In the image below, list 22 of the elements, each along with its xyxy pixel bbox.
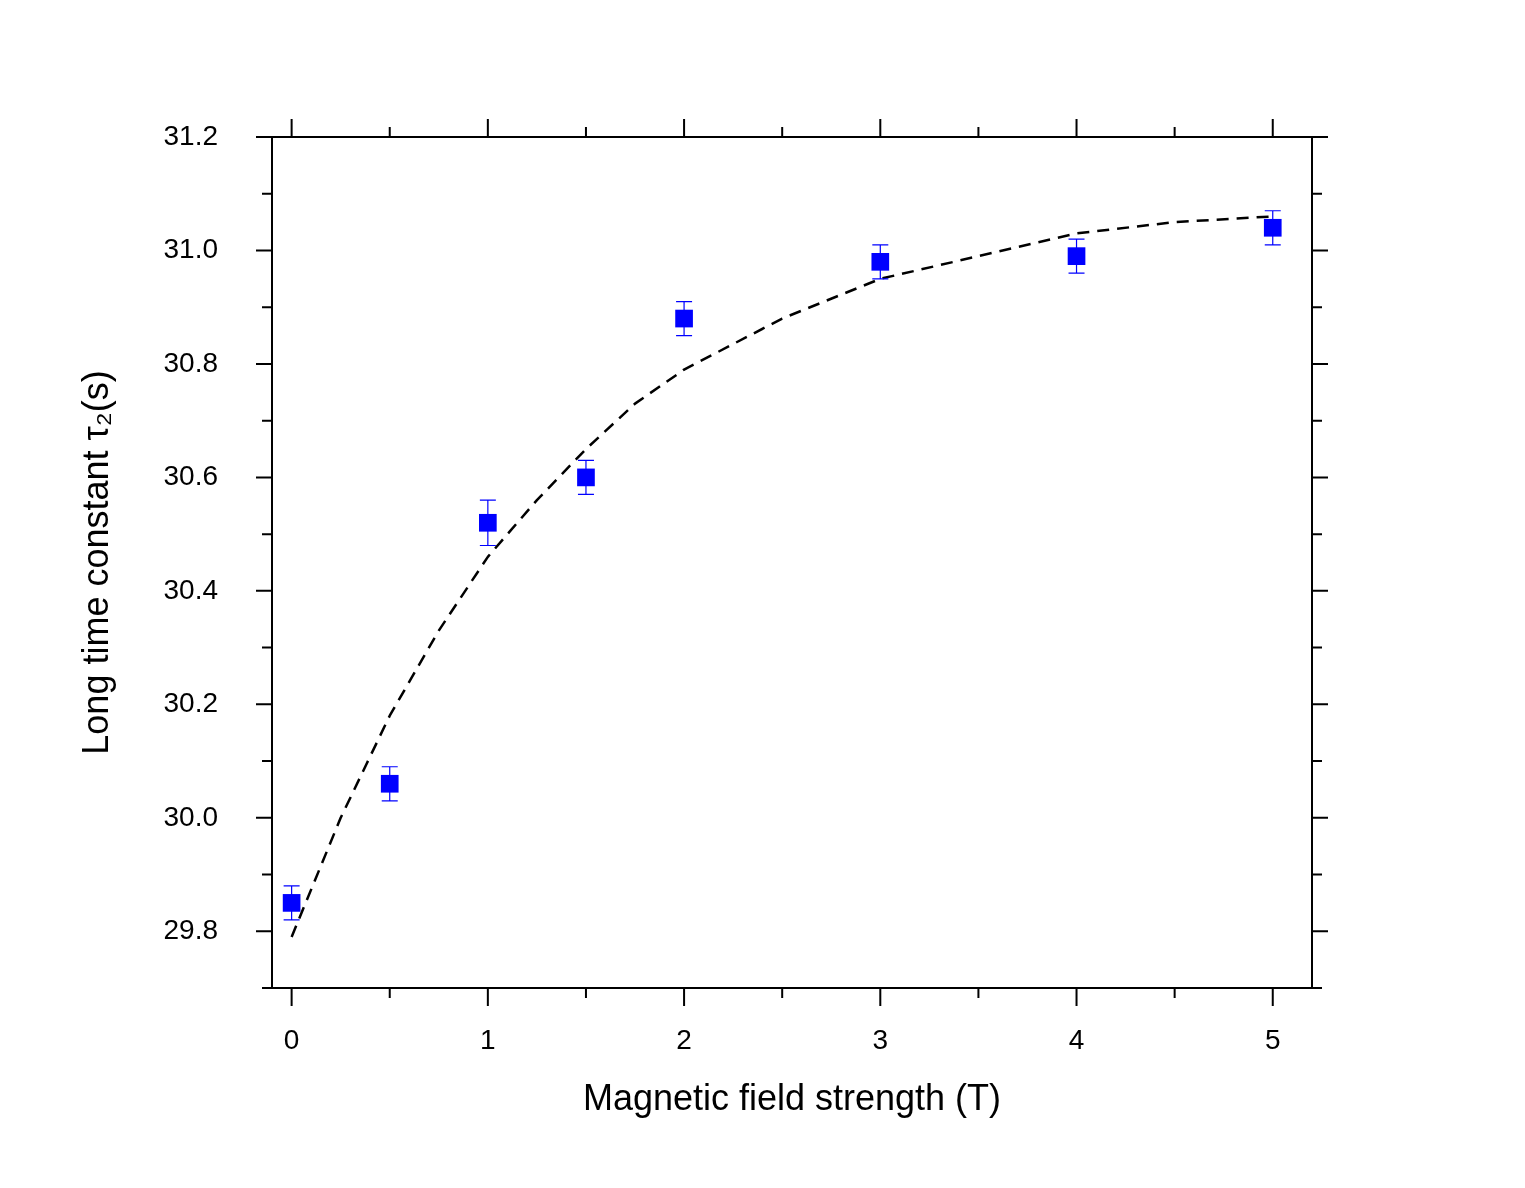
x-axis-title: Magnetic field strength (T) (582, 1077, 1002, 1119)
text: 30.0 (163, 800, 218, 832)
x-tick-label: 2 (676, 1023, 692, 1055)
point (380, 774, 399, 793)
y-tick-label: 30.6 (163, 460, 218, 492)
y-tick-label: 30.8 (163, 346, 218, 378)
point (282, 894, 301, 912)
y-tick-label: 30.4 (163, 573, 218, 605)
x-tick-label: 0 (283, 1023, 300, 1055)
x-tick-label: 4 (1068, 1023, 1085, 1055)
point (479, 513, 497, 532)
text: 31.0 (163, 233, 218, 265)
point (1067, 247, 1086, 265)
y-tick-label: 30.2 (163, 687, 218, 719)
point (871, 252, 890, 271)
x-tick-label: 3 (872, 1023, 889, 1055)
y-axis-title: Long time constant τ₂(s) (74, 370, 116, 755)
x-tick-label: 5 (1264, 1023, 1281, 1055)
y-tick-label: 31.2 (163, 119, 218, 151)
x-tick-label: 1 (480, 1023, 496, 1055)
y-tick-label: 29.8 (163, 913, 218, 945)
point (1263, 218, 1282, 237)
